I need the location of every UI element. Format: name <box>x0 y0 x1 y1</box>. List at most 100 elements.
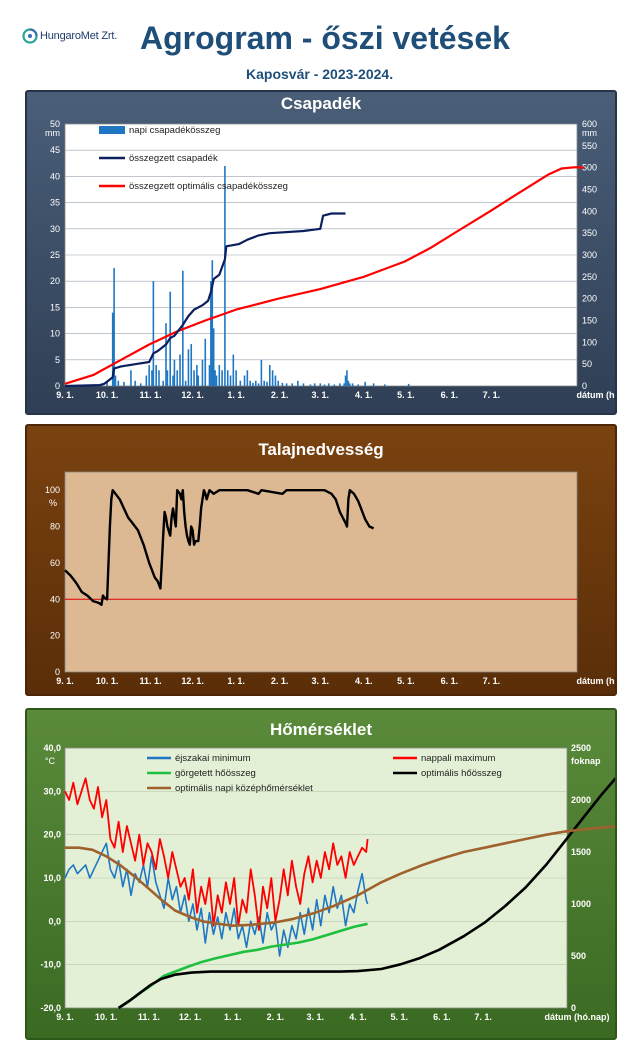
precip-bar <box>285 383 288 386</box>
y-tick-label: 100 <box>45 485 60 495</box>
temperature-title: Hőmérséklet <box>269 720 373 739</box>
x-tick-label: 7. 1. <box>483 390 501 400</box>
precip-bar <box>239 380 242 386</box>
soil-moisture-line <box>64 488 375 606</box>
x-tick-label: 5. 1. <box>397 676 415 686</box>
precip-bar <box>252 382 254 386</box>
x-tick-label: 3. 1. <box>312 390 330 400</box>
precip-bar <box>347 380 350 386</box>
precip-bar <box>214 370 216 386</box>
y-tick-label: -10,0 <box>40 960 61 970</box>
x-tick-label: 5. 1. <box>390 1012 408 1022</box>
precip-bar <box>145 375 148 386</box>
day-max-line <box>64 777 369 931</box>
precip-bar <box>117 380 120 386</box>
x-tick-label: 1. 1. <box>227 676 245 686</box>
precip-bar <box>229 375 232 386</box>
y-tick-label: 20 <box>50 631 60 641</box>
temperature-panel: Hőmérséklet -20,0 -10,0 0,0 10,0 20,0 30,0 40,… <box>25 708 617 1040</box>
x-tick-label: 6. 1. <box>441 676 459 686</box>
precip-bar <box>309 384 312 386</box>
precip-bar <box>372 383 375 386</box>
soil-moisture-title: Talajnedvesség <box>258 440 384 459</box>
precip-bar <box>274 375 277 386</box>
y-tick-label: -20,0 <box>40 1003 61 1013</box>
precip-bar <box>113 268 115 386</box>
y-tick-label: 50 <box>50 119 60 129</box>
x-tick-label: 6. 1. <box>441 390 459 400</box>
precip-bar <box>235 370 237 386</box>
precip-bar <box>271 370 274 386</box>
legend-label-night-min: éjszakai minimum <box>175 753 251 764</box>
y2-tick-label: 1000 <box>571 899 591 909</box>
y2-tick-label: 250 <box>582 272 597 282</box>
precip-bar <box>291 383 294 386</box>
precip-bar <box>277 380 280 386</box>
precip-bar <box>224 165 226 386</box>
precip-bar <box>204 338 207 386</box>
precip-bar <box>357 384 359 386</box>
precip-bar <box>327 383 330 386</box>
precip-bar <box>384 384 386 386</box>
precip-bar <box>333 384 336 386</box>
precip-bar <box>344 375 347 386</box>
precipitation-chart: 0510152025303540455005010015020025030035… <box>45 119 615 400</box>
precip-bar <box>339 383 341 386</box>
precip-bar <box>351 383 354 386</box>
optimal-mean-temp-line <box>65 825 615 927</box>
precip-bar <box>184 380 187 386</box>
precip-bar <box>158 370 160 386</box>
precip-bar <box>407 383 410 386</box>
x-tick-label: 4. 1. <box>355 676 373 686</box>
legend-label-daily-precip: napi csapadékösszeg <box>129 125 220 136</box>
precip-bar <box>179 354 181 386</box>
precip-bar <box>257 383 260 386</box>
y2-tick-label: 1500 <box>571 847 591 857</box>
precip-bar <box>134 380 136 386</box>
y-unit-label: °C <box>45 756 56 766</box>
x-tick-label: 10. 1. <box>96 676 119 686</box>
precip-bar <box>152 281 155 386</box>
precip-bar <box>215 375 218 386</box>
y-tick-label: 40 <box>50 171 60 181</box>
y-tick-label: 10,0 <box>43 873 61 883</box>
legend-label-cumulative: összegzett csapadék <box>129 153 218 164</box>
soil-moisture-panel: Talajnedvesség 0 20 40 60 80 100% 9. 1. 10. 1. 1… <box>25 424 617 696</box>
precip-bar <box>197 375 200 386</box>
y-tick-label: 25 <box>50 250 60 260</box>
y-tick-label: 20 <box>50 276 60 286</box>
precip-bar <box>249 380 251 386</box>
y2-tick-label: 350 <box>582 228 597 238</box>
precip-bar <box>208 365 211 386</box>
x-tick-label: 10. 1. <box>95 1012 118 1022</box>
x-tick-label: 11. 1. <box>140 390 162 400</box>
x-tick-label: 9. 1. <box>56 1012 74 1022</box>
precip-bar <box>297 380 299 386</box>
precip-bar <box>172 375 174 386</box>
precip-bar <box>210 281 212 386</box>
y-tick-label: 80 <box>50 522 60 532</box>
y-tick-label: 60 <box>50 558 60 568</box>
x-tick-label: 3. 1. <box>312 676 330 686</box>
precip-bar <box>364 381 366 386</box>
precip-bar <box>343 383 345 386</box>
plot-area <box>64 471 578 673</box>
precip-bar <box>211 260 214 386</box>
precip-bar <box>263 380 265 386</box>
x-tick-label: 4. 1. <box>349 1012 367 1022</box>
y2-tick-label: 200 <box>582 294 597 304</box>
precip-bar <box>313 383 316 386</box>
y-tick-label: 0,0 <box>48 916 61 926</box>
y2-tick-label: 550 <box>582 141 597 151</box>
y-unit-label: mm <box>45 128 60 138</box>
precip-bar <box>346 370 348 386</box>
precip-bar <box>348 383 351 386</box>
y-tick-label: 30,0 <box>43 786 61 796</box>
precip-bar <box>319 383 322 386</box>
legend-label-optimal-mean-temp: optimális napi középhőmérséklet <box>175 783 313 794</box>
precip-bar <box>232 354 235 386</box>
precip-bar <box>201 359 204 386</box>
y-tick-label: 0 <box>55 667 60 677</box>
precip-bar <box>221 370 223 386</box>
legend-label-optimal-heat: optimális hőösszeg <box>421 768 502 779</box>
